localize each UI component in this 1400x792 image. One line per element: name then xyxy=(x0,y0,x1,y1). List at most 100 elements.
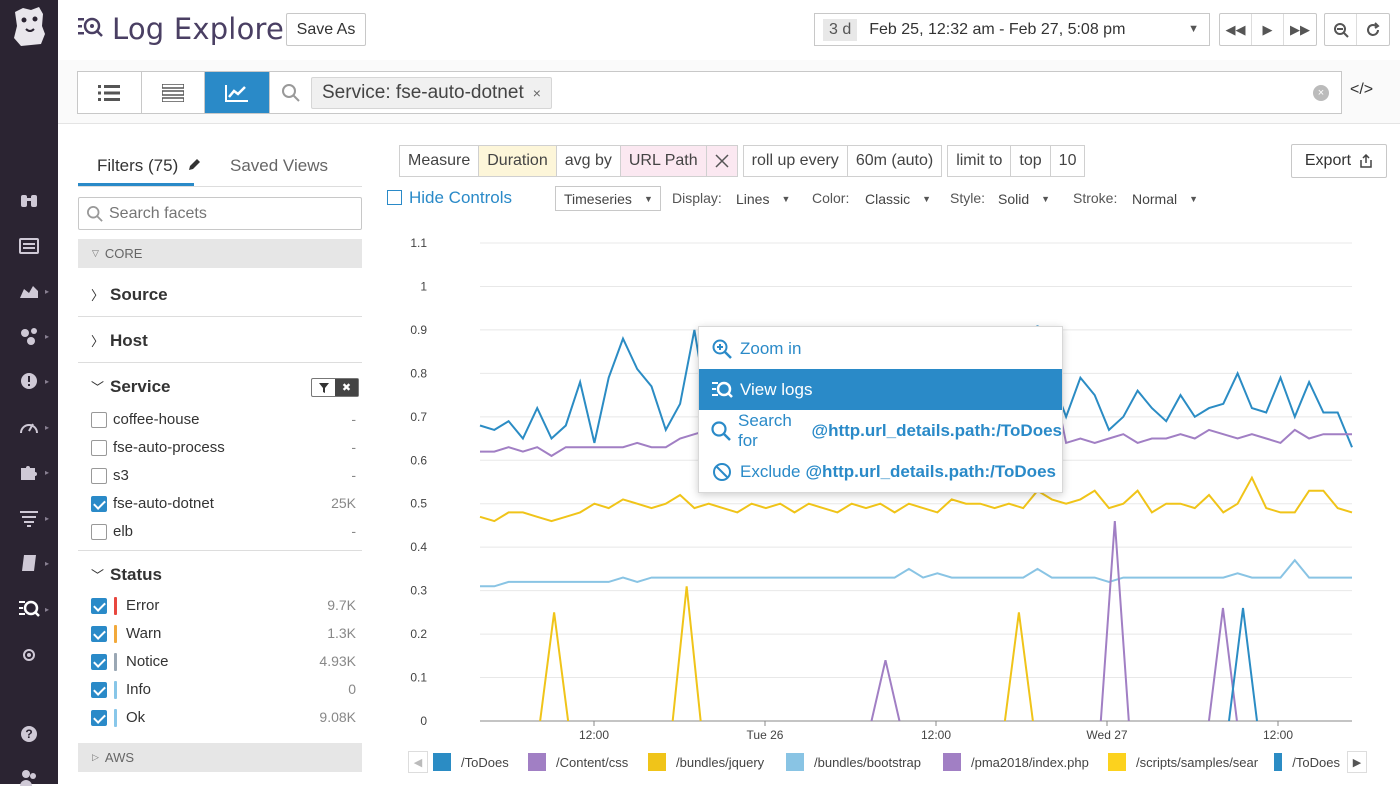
display-select[interactable]: Lines ▼ xyxy=(736,186,790,211)
fast-forward-button[interactable]: ▶▶ xyxy=(1290,21,1310,37)
logs-icon[interactable]: ▸ xyxy=(0,594,58,624)
series-spike xyxy=(671,586,702,722)
checkbox[interactable] xyxy=(91,598,107,614)
facet-search-input[interactable] xyxy=(109,204,349,223)
legend-item[interactable]: /Content/css xyxy=(528,753,628,771)
menu-exclude[interactable]: Exclude @http.url_details.path:/ToDoes xyxy=(699,451,1062,492)
facet-search-field[interactable] xyxy=(78,197,362,230)
checkbox[interactable] xyxy=(91,468,107,484)
hide-controls-button[interactable]: Hide Controls xyxy=(387,188,512,208)
refresh-icon[interactable] xyxy=(1357,14,1389,45)
legend-item[interactable]: /pma2018/index.php xyxy=(943,753,1089,771)
binoculars-icon[interactable] xyxy=(0,185,58,215)
svg-text:?: ? xyxy=(25,727,32,741)
analytics-view-icon[interactable] xyxy=(205,72,269,113)
rewind-button[interactable]: ◀◀ xyxy=(1220,14,1252,45)
checkbox[interactable] xyxy=(91,440,107,456)
service-filter-pill[interactable]: Service: fse-auto-dotnet × xyxy=(311,77,552,109)
clear-search-icon[interactable]: × xyxy=(1313,85,1329,101)
list-icon[interactable] xyxy=(0,231,58,261)
datadog-logo[interactable] xyxy=(9,4,49,48)
status-facet-item[interactable]: Info 0 xyxy=(91,676,356,704)
timeseries-chart[interactable]: 0 0.1 0.2 0.3 0.4 0.5 0.6 0.7 0.8 0.9 1 1.1 12:00 Tue… xyxy=(380,224,1380,784)
menu-view-logs[interactable]: View logs xyxy=(699,369,1062,410)
security-icon[interactable] xyxy=(0,640,58,670)
menu-exclude-label: Exclude xyxy=(740,461,801,481)
color-select[interactable]: Classic ▼ xyxy=(865,186,931,211)
service-facet-item[interactable]: fse-auto-process - xyxy=(91,434,356,462)
play-button[interactable]: ▶ xyxy=(1252,14,1284,45)
time-range-badge: 3 d xyxy=(823,18,858,41)
legend-next-icon[interactable]: ▶ xyxy=(1347,751,1367,773)
area-chart-icon[interactable]: ▸ xyxy=(0,276,58,306)
status-facet-item[interactable]: Ok 9.08K xyxy=(91,704,356,732)
y-tick-label: 0.6 xyxy=(410,453,427,467)
remove-filter-icon[interactable]: × xyxy=(532,85,541,101)
menu-search-for[interactable]: Search for @http.url_details.path:/ToDoe… xyxy=(699,410,1062,451)
tab-filters[interactable]: Filters (75) xyxy=(97,156,201,176)
list-view-icon[interactable] xyxy=(78,72,142,113)
interval-select[interactable]: 60m (auto) xyxy=(846,145,943,177)
legend-item[interactable]: /bundles/jquery xyxy=(648,753,764,771)
close-icon[interactable]: ✖ xyxy=(335,379,358,396)
zoom-out-icon[interactable] xyxy=(1325,14,1357,45)
time-range-selector[interactable]: 3 d Feb 25, 12:32 am - Feb 27, 5:08 pm ▼ xyxy=(814,13,1210,46)
measure-select[interactable]: Duration xyxy=(478,145,557,177)
style-select[interactable]: Solid ▼ xyxy=(998,186,1050,211)
checkbox[interactable] xyxy=(91,654,107,670)
checkbox[interactable] xyxy=(91,496,107,512)
alert-icon[interactable]: ▸ xyxy=(0,366,58,396)
legend-item[interactable]: /ToDoes xyxy=(1274,753,1340,771)
status-color-bar xyxy=(114,653,117,671)
menu-zoom-in[interactable]: Zoom in xyxy=(699,328,1062,369)
log-search-bar[interactable]: Service: fse-auto-dotnet × × xyxy=(270,71,1342,114)
viz-type-select[interactable]: Timeseries ▼ xyxy=(555,186,661,211)
service-facet-item[interactable]: s3 - xyxy=(91,462,356,490)
checkbox[interactable] xyxy=(91,524,107,540)
facet-service[interactable]: ﹀ Service xyxy=(78,363,362,409)
group-core[interactable]: ▽ CORE xyxy=(78,239,362,268)
service-facet-item[interactable]: elb - xyxy=(91,518,356,546)
service-facet-item[interactable]: coffee-house - xyxy=(91,406,356,434)
group-aws[interactable]: ▷ AWS xyxy=(78,743,362,772)
limit-select[interactable]: 10 xyxy=(1049,145,1086,177)
legend-item[interactable]: /ToDoes xyxy=(433,753,509,771)
remove-group-by-icon[interactable] xyxy=(705,145,738,177)
integrations-puzzle-icon[interactable]: ▸ xyxy=(0,457,58,487)
menu-search-for-label: Search for xyxy=(738,410,792,450)
team-icon[interactable] xyxy=(0,762,58,792)
checkbox[interactable] xyxy=(91,626,107,642)
status-facet-item[interactable]: Warn 1.3K xyxy=(91,620,356,648)
chart-svg[interactable]: 0 0.1 0.2 0.3 0.4 0.5 0.6 0.7 0.8 0.9 1 1.1 12:00 Tue… xyxy=(380,224,1380,744)
pencil-icon[interactable] xyxy=(187,158,201,172)
save-as-button[interactable]: Save As xyxy=(286,13,366,46)
patterns-view-icon[interactable] xyxy=(142,72,206,113)
export-button[interactable]: Export xyxy=(1291,144,1387,178)
code-toggle-icon[interactable]: </> xyxy=(1350,81,1374,98)
facet-host[interactable]: 〉 Host xyxy=(78,317,362,363)
legend-item[interactable]: /bundles/bootstrap xyxy=(786,753,921,771)
query-bar: Service: fse-auto-dotnet × × </> xyxy=(58,60,1400,124)
notebook-icon[interactable]: ▸ xyxy=(0,548,58,578)
apm-gauge-icon[interactable]: ▸ xyxy=(0,412,58,442)
legend-item[interactable]: /scripts/samples/sear xyxy=(1108,753,1258,771)
checkbox[interactable] xyxy=(91,710,107,726)
top-select[interactable]: top xyxy=(1010,145,1051,177)
status-facet-item[interactable]: Notice 4.93K xyxy=(91,648,356,676)
help-icon[interactable]: ? xyxy=(0,719,58,749)
group-by-select[interactable]: URL Path xyxy=(619,145,707,177)
search-icon xyxy=(282,84,300,102)
tab-saved-views[interactable]: Saved Views xyxy=(230,156,328,175)
infrastructure-icon[interactable]: ▸ xyxy=(0,321,58,351)
pipelines-icon[interactable]: ▸ xyxy=(0,503,58,533)
legend-prev-icon[interactable]: ◀ xyxy=(408,751,428,773)
status-facet-item[interactable]: Error 9.7K xyxy=(91,592,356,620)
facet-source[interactable]: 〉 Source xyxy=(78,271,362,317)
service-facet-item[interactable]: fse-auto-dotnet 25K xyxy=(91,490,356,518)
checkbox[interactable] xyxy=(91,682,107,698)
facet-status[interactable]: ﹀ Status xyxy=(78,550,362,596)
stroke-select[interactable]: Normal ▼ xyxy=(1132,186,1198,211)
checkbox[interactable] xyxy=(91,412,107,428)
color-label: Color: xyxy=(812,190,850,206)
funnel-icon[interactable] xyxy=(312,379,335,396)
